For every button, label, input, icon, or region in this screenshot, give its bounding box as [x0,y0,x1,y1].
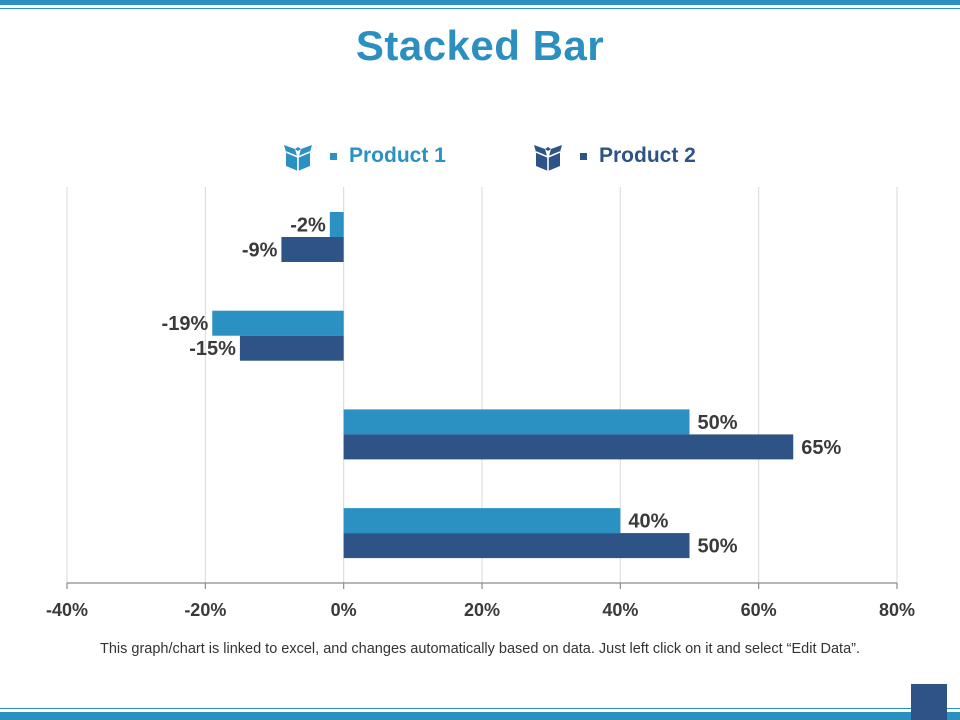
bar-product-2-cat-2 [239,335,344,361]
bar-product-1-cat-4 [343,508,621,534]
x-tick-label: 0% [331,600,357,620]
bottom-rule-thick [0,712,960,720]
x-tick-label: 80% [879,600,915,620]
open-box-icon [284,145,312,171]
data-label: -15% [189,338,236,360]
x-tick-label: 40% [602,600,638,620]
corner-accent [911,684,947,720]
x-tick-label: 60% [741,600,777,620]
bar-product-2-cat-1 [281,237,344,262]
legend-marker-product-2 [580,152,587,160]
data-label: -9% [242,240,278,262]
open-box-icon [534,145,562,171]
bar-product-2-cat-3 [343,434,794,460]
data-label: 50% [698,536,738,558]
slide-title: Stacked Bar [355,22,605,69]
x-tick-label: 20% [464,600,500,620]
x-tick-label: -40% [46,600,88,620]
data-label: 50% [698,412,738,434]
bar-product-1-cat-3 [343,409,690,435]
legend-label-product-2: Product 2 [599,144,696,167]
chart-footnote: This graph/chart is linked to excel, and… [99,641,861,657]
bar-chart: -2% -9% -19% -15% 50% 65% 40% 50% -40% -20% 0% 20%… [46,187,915,620]
legend-item-product-1[interactable]: Product 1 [282,136,446,176]
data-label: 65% [801,437,841,459]
data-labels: -2% -9% -19% -15% 50% 65% 40% 50% [162,215,842,558]
data-label: 40% [628,511,668,533]
top-rule-thick [0,0,960,5]
x-axis: -40% -20% 0% 20% 40% 60% 80% [46,582,915,620]
bar-product-1-cat-1 [329,212,344,237]
data-label: -2% [290,215,326,237]
chart-legend: Product 1 Product 2 [0,136,960,176]
bar-product-1-cat-2 [212,310,344,336]
x-tick-label: -20% [184,600,226,620]
legend-label-product-1: Product 1 [349,144,446,167]
bottom-rule-thin [0,708,960,709]
bars [212,212,794,559]
legend-item-product-2[interactable]: Product 2 [532,136,696,176]
bar-product-2-cat-4 [343,533,690,559]
data-label: -19% [162,313,209,335]
top-rule-thin [0,8,960,9]
legend-marker-product-1 [330,152,337,160]
